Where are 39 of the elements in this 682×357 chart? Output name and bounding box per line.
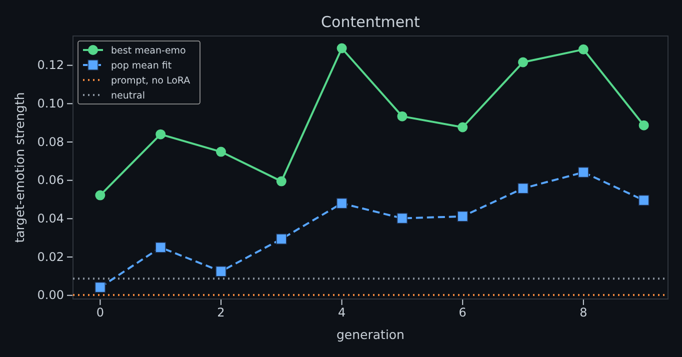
chart-title: Contentment	[321, 13, 420, 31]
point	[95, 190, 106, 200]
x-tick-label: 8	[580, 306, 588, 320]
point	[216, 266, 226, 277]
x-tick-label: 0	[96, 306, 104, 320]
point	[518, 182, 528, 194]
point	[94, 282, 106, 293]
x-tick-label: 4	[338, 306, 346, 320]
point	[518, 57, 528, 68]
y-tick-label: 0.06	[37, 173, 64, 188]
point	[156, 129, 166, 140]
y-tick-label: 0.02	[37, 250, 64, 264]
point	[336, 198, 348, 209]
y-axis-title: target-emotion strength	[12, 92, 27, 243]
point	[396, 212, 408, 224]
point	[336, 43, 347, 54]
point	[578, 44, 588, 54]
point	[458, 122, 468, 132]
legend-label: best mean-emo	[111, 46, 186, 56]
x-tick-label: 6	[458, 306, 466, 320]
point	[638, 194, 650, 206]
point	[216, 146, 226, 157]
x-tick-label: 2	[217, 306, 225, 320]
y-tick-label: 0.12	[37, 58, 64, 72]
point	[638, 120, 649, 130]
y-tick-label: 0.04	[37, 212, 64, 226]
point	[276, 176, 286, 186]
legend-label: pop mean fit	[111, 60, 172, 72]
point	[276, 234, 287, 244]
legend-label: neutral	[111, 90, 145, 102]
point	[457, 210, 468, 222]
x-axis-title: generation	[336, 327, 404, 342]
point	[397, 111, 408, 122]
y-tick-label: 0.08	[37, 134, 64, 149]
y-tick-label: 0.00	[37, 288, 64, 302]
y-tick-label: 0.10	[37, 96, 64, 111]
point	[578, 166, 589, 178]
point	[155, 242, 166, 253]
legend-label: prompt, no LoRA	[111, 76, 191, 86]
